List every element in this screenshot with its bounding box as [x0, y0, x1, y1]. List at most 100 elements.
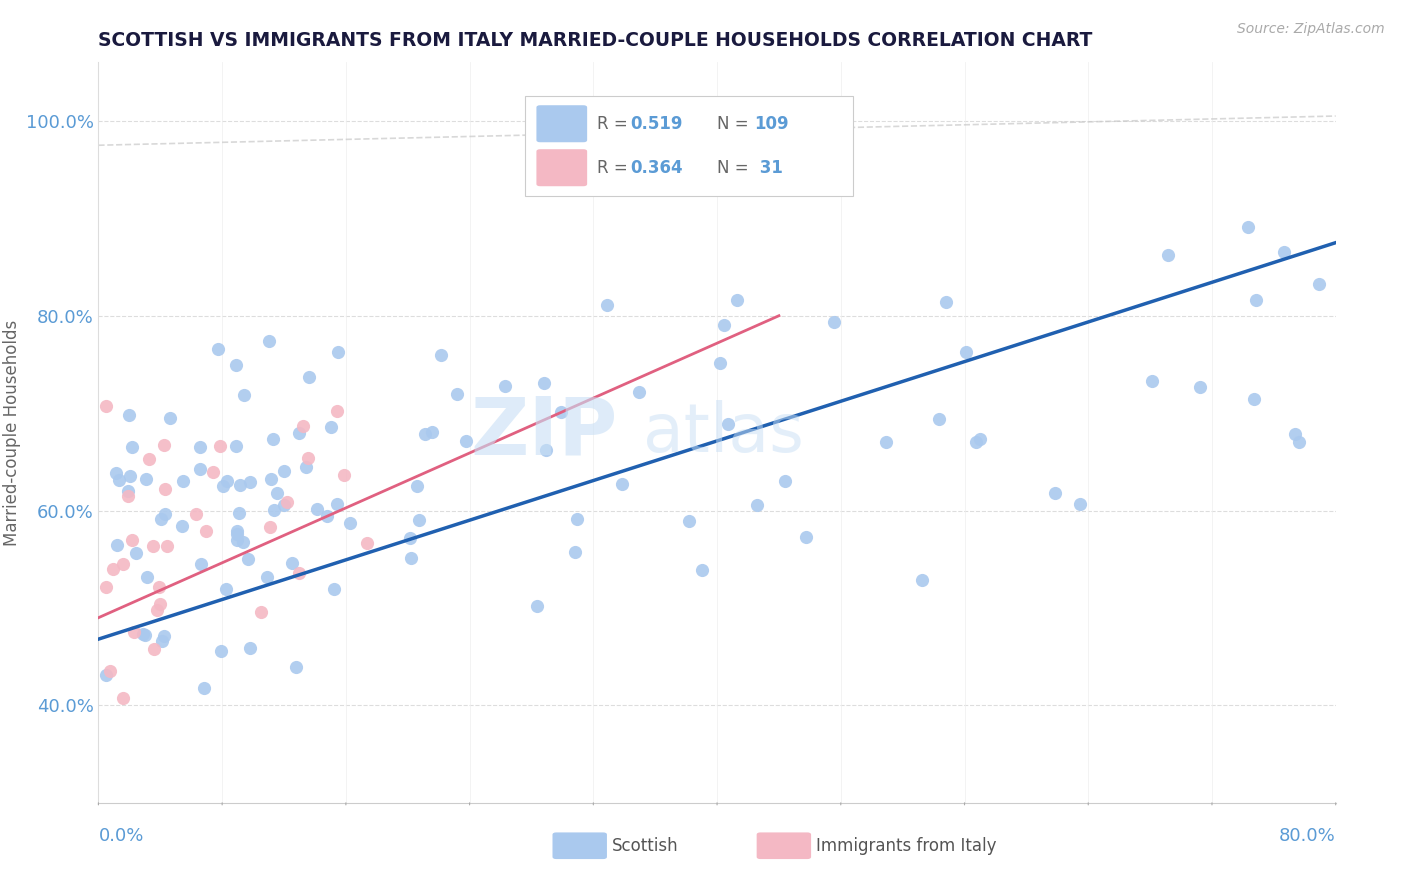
Point [96, 581, 118, 595]
Point [292, 418, 315, 433]
Point [1157, 247, 1180, 261]
Point [96, 399, 118, 413]
Point [1244, 293, 1267, 308]
Point [823, 315, 845, 329]
Point [273, 498, 295, 512]
Point [565, 511, 588, 525]
Point [415, 427, 437, 442]
Point [1188, 379, 1211, 393]
Point [713, 318, 735, 333]
Point [328, 345, 350, 359]
Point [105, 467, 128, 481]
Text: atlas: atlas [643, 400, 804, 466]
Point [1284, 426, 1306, 441]
Text: 80.0%: 80.0% [1279, 827, 1336, 845]
Text: R =: R = [598, 159, 633, 177]
Point [326, 497, 349, 511]
Point [208, 439, 231, 453]
Point [610, 477, 633, 491]
Text: Immigrants from Italy: Immigrants from Italy [815, 837, 997, 855]
Point [153, 507, 176, 521]
FancyBboxPatch shape [526, 95, 853, 195]
Point [595, 298, 617, 312]
Point [564, 545, 586, 559]
Point [259, 520, 281, 534]
Point [401, 550, 423, 565]
Point [193, 681, 215, 695]
Point [229, 478, 252, 492]
Point [298, 370, 321, 384]
Point [717, 417, 740, 432]
Point [159, 410, 181, 425]
FancyBboxPatch shape [553, 832, 607, 859]
Point [150, 512, 173, 526]
Text: Scottish: Scottish [612, 837, 679, 855]
Point [250, 606, 273, 620]
Point [281, 556, 304, 570]
Point [796, 530, 818, 544]
Point [627, 385, 650, 400]
Point [398, 531, 420, 545]
Point [955, 344, 977, 359]
Point [422, 425, 444, 440]
Point [339, 516, 361, 530]
Text: 0.0%: 0.0% [98, 827, 143, 845]
Point [142, 642, 165, 657]
Point [690, 564, 713, 578]
Point [1272, 245, 1295, 260]
Point [118, 408, 141, 422]
Point [534, 443, 557, 458]
Point [287, 425, 309, 440]
Point [288, 566, 311, 580]
Point [709, 356, 731, 370]
Point [215, 582, 238, 596]
Point [188, 440, 211, 454]
Point [965, 434, 987, 449]
Point [142, 540, 165, 554]
Point [225, 439, 247, 453]
Point [239, 640, 262, 655]
Point [225, 526, 247, 541]
Point [1140, 374, 1163, 388]
Point [285, 660, 308, 674]
Point [305, 501, 328, 516]
Point [273, 464, 295, 478]
Point [356, 535, 378, 549]
Point [725, 293, 748, 308]
Text: R =: R = [598, 115, 633, 133]
Point [217, 475, 239, 489]
Point [323, 582, 346, 597]
Point [276, 494, 298, 508]
Point [257, 334, 280, 349]
Point [333, 467, 356, 482]
Point [170, 519, 193, 533]
Point [134, 628, 156, 642]
Point [1308, 277, 1330, 291]
Point [135, 471, 157, 485]
Point [186, 507, 208, 521]
Point [136, 570, 159, 584]
Point [172, 474, 194, 488]
Point [117, 490, 139, 504]
Point [259, 472, 281, 486]
Point [212, 478, 235, 492]
Point [266, 486, 288, 500]
Point [326, 404, 349, 418]
Point [969, 433, 991, 447]
FancyBboxPatch shape [537, 149, 588, 186]
Point [190, 557, 212, 571]
Point [935, 295, 957, 310]
Point [1288, 434, 1310, 449]
Point [188, 462, 211, 476]
Point [98, 664, 121, 678]
Point [225, 358, 247, 372]
Text: 0.519: 0.519 [630, 115, 683, 133]
Text: 109: 109 [754, 115, 789, 133]
FancyBboxPatch shape [537, 105, 588, 142]
Text: N =: N = [717, 159, 754, 177]
Point [297, 450, 319, 465]
Point [225, 524, 247, 539]
Point [207, 342, 229, 356]
Point [262, 432, 284, 446]
Point [117, 484, 139, 499]
